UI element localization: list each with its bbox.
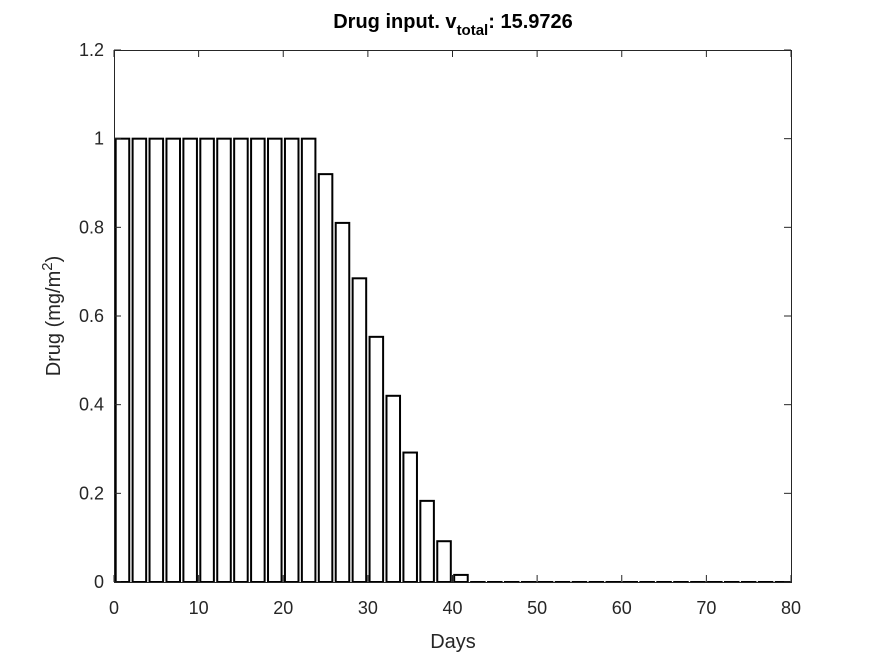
bar (317, 173, 334, 583)
bar (233, 137, 249, 584)
y-tick-label: 0 (94, 572, 104, 592)
bar (453, 573, 469, 584)
bar (419, 499, 435, 583)
x-tick-label: 80 (781, 598, 801, 618)
bar (436, 540, 452, 583)
bar (267, 137, 283, 584)
y-tick-label: 0.4 (79, 395, 104, 415)
y-tick-label: 1.2 (79, 40, 104, 60)
y-tick-label: 1 (94, 129, 104, 149)
chart-title: Drug input. vtotal: 15.9726 (333, 11, 573, 39)
y-tick-label: 0.6 (79, 306, 104, 326)
x-axis-label: Days (430, 631, 476, 653)
x-tick-label: 70 (696, 598, 716, 618)
bar (385, 394, 402, 583)
x-ticks-group: 0 10 20 30 40 50 60 70 80 (109, 50, 801, 618)
x-tick-label: 10 (189, 598, 209, 618)
bar (368, 335, 385, 583)
bar (250, 137, 266, 584)
x-tick-label: 50 (527, 598, 547, 618)
bar (402, 451, 418, 583)
x-tick-label: 20 (273, 598, 293, 618)
y-axis-label: Drug (mg/m2) (39, 256, 65, 377)
bar (114, 137, 131, 584)
bar (300, 137, 317, 584)
y-tick-label: 0.2 (79, 483, 104, 503)
bar (131, 137, 148, 584)
y-ticks-group: 0 0.2 0.4 0.6 0.8 1 1.2 (79, 40, 791, 592)
x-tick-label: 30 (358, 598, 378, 618)
title-subscript: total (457, 22, 489, 39)
bar (165, 137, 182, 584)
x-tick-label: 40 (442, 598, 462, 618)
bar (351, 277, 368, 583)
bar (283, 137, 300, 584)
bar (334, 221, 351, 583)
bar (199, 137, 215, 584)
y-tick-label: 0.8 (79, 217, 104, 237)
plot-area (114, 50, 791, 582)
bar (148, 137, 165, 584)
bar (216, 137, 232, 584)
bar (182, 137, 198, 584)
x-tick-label: 60 (612, 598, 632, 618)
y-label-superscript: 2 (39, 262, 56, 270)
x-tick-label: 0 (109, 598, 119, 618)
